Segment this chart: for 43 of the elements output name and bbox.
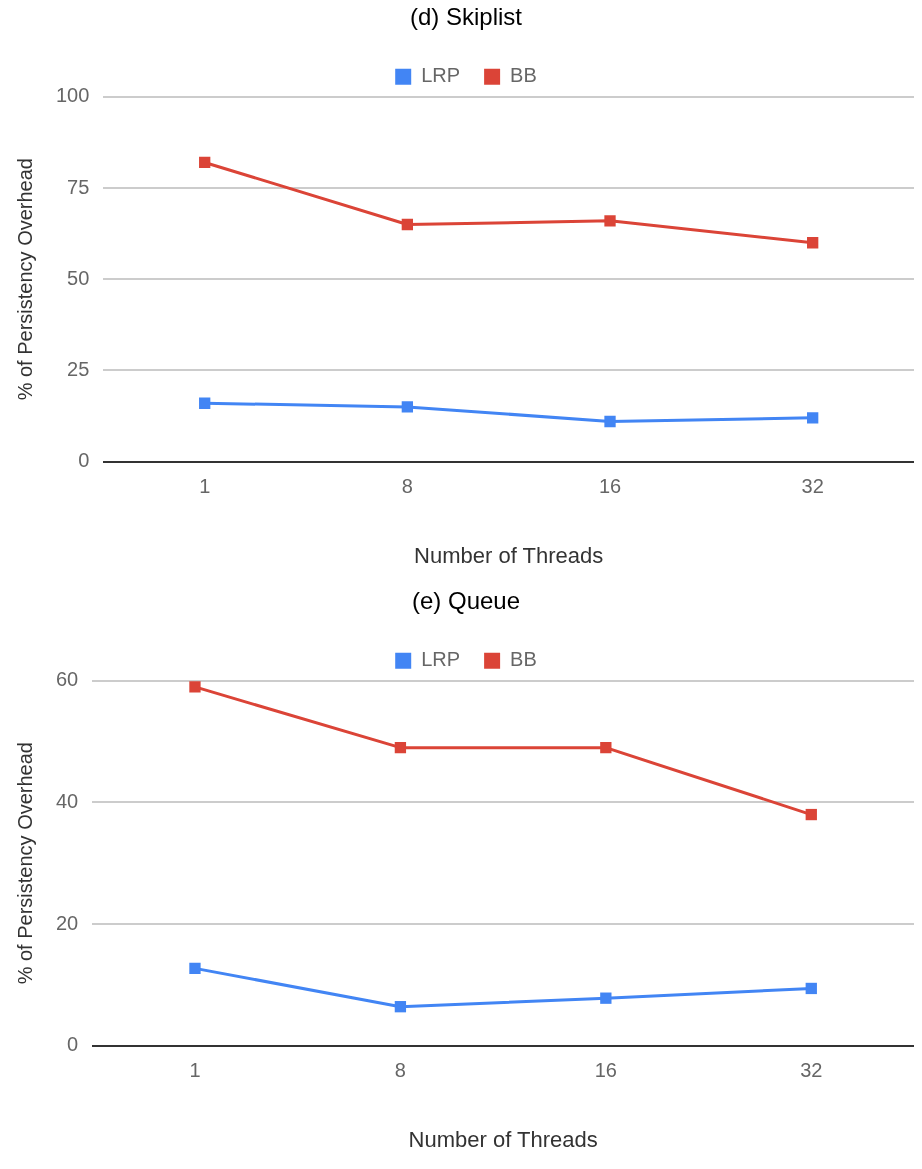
point xyxy=(805,982,817,995)
x-tick-label: 32 xyxy=(801,475,824,498)
legend-label: BB xyxy=(510,648,537,671)
point xyxy=(394,1001,407,1013)
y-tick-label: 100 xyxy=(55,84,90,107)
point xyxy=(604,415,616,428)
x-axis-title: Number of Threads xyxy=(408,1126,598,1152)
legend-label: LRP xyxy=(421,64,461,87)
y-tick-label: 50 xyxy=(67,266,90,289)
point xyxy=(199,397,211,409)
y-tick-label: 0 xyxy=(67,1033,79,1056)
y-tick-label: 40 xyxy=(56,789,79,812)
y-tick-label: 60 xyxy=(56,668,79,691)
x-tick-label: 1 xyxy=(199,475,211,498)
point xyxy=(394,742,407,754)
y-tick-label: 25 xyxy=(67,357,90,380)
point xyxy=(199,156,211,169)
x-tick-label: 8 xyxy=(394,1059,406,1082)
point xyxy=(401,401,414,413)
point xyxy=(600,742,612,754)
point xyxy=(807,412,819,424)
x-tick-label: 1 xyxy=(189,1059,201,1082)
x-tick-label: 16 xyxy=(598,475,622,498)
y-tick-label: 0 xyxy=(78,449,90,472)
legend-label: BB xyxy=(510,64,537,87)
chart-title: (d) Skiplist xyxy=(409,3,523,31)
x-tick-label: 16 xyxy=(594,1059,617,1082)
point xyxy=(604,215,616,227)
chart-title: (e) Queue xyxy=(411,587,521,615)
point xyxy=(189,681,201,693)
point xyxy=(401,218,414,231)
x-tick-label: 32 xyxy=(800,1059,823,1082)
point xyxy=(805,808,817,821)
point xyxy=(189,962,201,975)
y-tick-label: 20 xyxy=(56,911,79,934)
point xyxy=(807,237,819,249)
point xyxy=(600,992,612,1004)
x-tick-label: 8 xyxy=(401,475,413,498)
legend-label: LRP xyxy=(421,648,461,671)
y-axis-title: % of Persistency Overhead xyxy=(13,742,36,985)
y-tick-label: 75 xyxy=(67,175,90,198)
y-axis-title: % of Persistency Overhead xyxy=(13,158,36,401)
x-axis-title: Number of Threads xyxy=(414,542,604,568)
